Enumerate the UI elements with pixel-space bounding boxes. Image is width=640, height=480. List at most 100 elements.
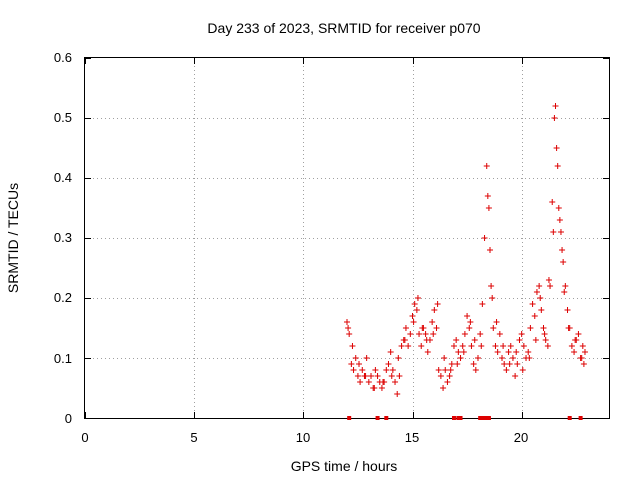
data-point (500, 343, 507, 349)
data-point (385, 361, 392, 367)
x-tick-label: 10 (296, 430, 310, 445)
data-point (345, 325, 352, 331)
data-point (551, 115, 558, 121)
data-point (435, 367, 442, 373)
data-point (454, 361, 461, 367)
x-tick-label: 0 (81, 430, 88, 445)
chart-title: Day 233 of 2023, SRMTID for receiver p07… (207, 20, 480, 36)
data-point (437, 373, 444, 379)
data-point (447, 367, 454, 373)
data-point (541, 331, 548, 337)
x-tick-label: 20 (514, 430, 528, 445)
data-point (518, 331, 525, 337)
data-point (389, 367, 396, 373)
data-point (453, 337, 460, 343)
y-tick-label: 0.1 (54, 351, 72, 366)
data-point (565, 325, 572, 331)
data-point (494, 349, 501, 355)
data-point (442, 367, 449, 373)
data-point (516, 337, 523, 343)
data-point (409, 313, 416, 319)
data-point (506, 361, 513, 367)
data-point (580, 361, 587, 367)
y-axis-title: SRMTID / TECUs (5, 183, 21, 293)
data-point (422, 331, 429, 337)
data-point (579, 343, 586, 349)
data-point (348, 361, 355, 367)
axis-ticks (85, 58, 609, 419)
data-point (561, 289, 568, 295)
data-point (429, 319, 436, 325)
zero-point (451, 416, 456, 420)
data-point (531, 313, 538, 319)
data-point (509, 355, 516, 361)
data-point (513, 349, 520, 355)
data-point (581, 349, 588, 355)
data-point (368, 373, 375, 379)
data-point (545, 277, 552, 283)
x-tick-label: 15 (405, 430, 419, 445)
grid-lines (85, 58, 609, 418)
data-point (562, 283, 569, 289)
data-point (571, 349, 578, 355)
data-point (423, 337, 430, 343)
data-point (483, 163, 490, 169)
y-tick-label: 0.3 (54, 230, 72, 245)
data-point (487, 247, 494, 253)
data-point (346, 331, 353, 337)
data-point (485, 205, 492, 211)
data-point (478, 343, 485, 349)
zero-markers (347, 416, 583, 420)
data-point (559, 247, 566, 253)
data-point (459, 343, 466, 349)
data-point (556, 217, 563, 223)
data-point (555, 205, 562, 211)
zero-point (480, 416, 485, 420)
data-point (410, 319, 417, 325)
data-point (572, 337, 579, 343)
data-point (424, 349, 431, 355)
data-point (450, 343, 457, 349)
data-point (501, 361, 508, 367)
data-point (349, 343, 356, 349)
data-point (479, 301, 486, 307)
data-point (542, 337, 549, 343)
data-point (490, 325, 497, 331)
data-point (475, 355, 481, 361)
data-point (503, 367, 510, 373)
data-point (413, 307, 420, 313)
data-point (512, 373, 519, 379)
data-point (536, 283, 543, 289)
data-point (372, 367, 379, 373)
data-point (455, 349, 462, 355)
data-point (378, 385, 385, 391)
data-point (481, 235, 488, 241)
zero-point (458, 416, 463, 420)
data-point (387, 349, 394, 355)
data-point (418, 343, 425, 349)
data-point (496, 331, 503, 337)
zero-point (486, 416, 491, 420)
data-point (350, 367, 357, 373)
data-point (402, 325, 409, 331)
data-point (352, 355, 359, 361)
data-point (550, 229, 557, 235)
zero-point (484, 416, 489, 420)
data-point (440, 385, 447, 391)
data-point (477, 331, 484, 337)
data-point (356, 361, 363, 367)
data-point (396, 373, 403, 379)
data-point (484, 193, 491, 199)
data-point (499, 355, 506, 361)
data-point (468, 343, 475, 349)
data-point (525, 349, 532, 355)
data-point (489, 295, 496, 301)
data-point (457, 355, 464, 361)
data-point (431, 307, 438, 313)
x-tick-label: 5 (190, 430, 197, 445)
data-point (505, 349, 512, 355)
data-point (411, 301, 418, 307)
data-point (537, 295, 544, 301)
y-tick-label: 0.6 (54, 50, 72, 65)
data-point (383, 367, 390, 373)
